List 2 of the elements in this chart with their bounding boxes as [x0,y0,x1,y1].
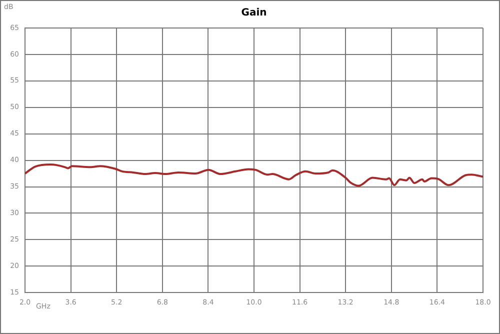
line-series [25,164,483,187]
chart-title: Gain [241,8,267,19]
